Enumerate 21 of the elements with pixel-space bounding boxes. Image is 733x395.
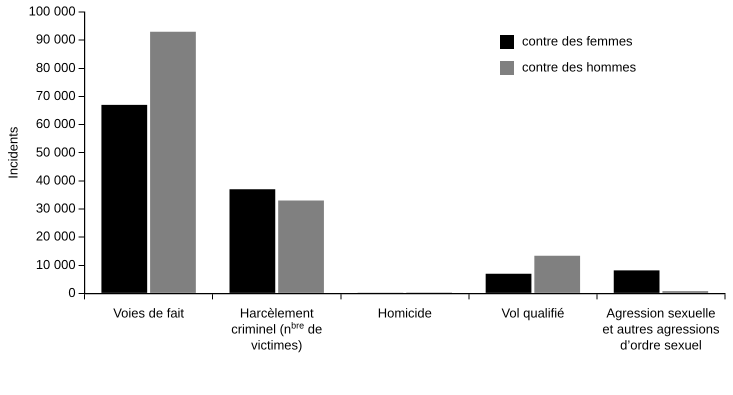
legend-label: contre des femmes [522, 34, 634, 49]
bar [534, 256, 580, 293]
y-tick-label: 10 000 [36, 256, 76, 272]
y-tick-label: 20 000 [36, 228, 76, 244]
bar [278, 200, 324, 293]
x-tick-label: Voies de fait [113, 305, 184, 320]
y-tick-label: 60 000 [36, 116, 76, 132]
legend-label: contre des hommes [522, 60, 637, 75]
y-tick-label: 30 000 [36, 200, 76, 216]
y-tick-label: 40 000 [36, 172, 76, 188]
bar [150, 32, 196, 293]
y-tick-label: 50 000 [36, 144, 76, 160]
y-tick-label: 70 000 [36, 88, 76, 103]
y-axis-title: Incidents [5, 126, 20, 179]
y-tick-label: 90 000 [36, 32, 76, 47]
y-tick-label: 0 [68, 284, 76, 300]
x-tick-label: Vol qualifié [501, 305, 564, 320]
x-tick-label: Agression sexuelle et autres agressions d’ordre sexuel [602, 305, 720, 352]
y-tick-label: 80 000 [36, 60, 76, 75]
y-tick-label: 100 000 [28, 4, 76, 19]
x-tick-label: Homicide [378, 305, 432, 320]
